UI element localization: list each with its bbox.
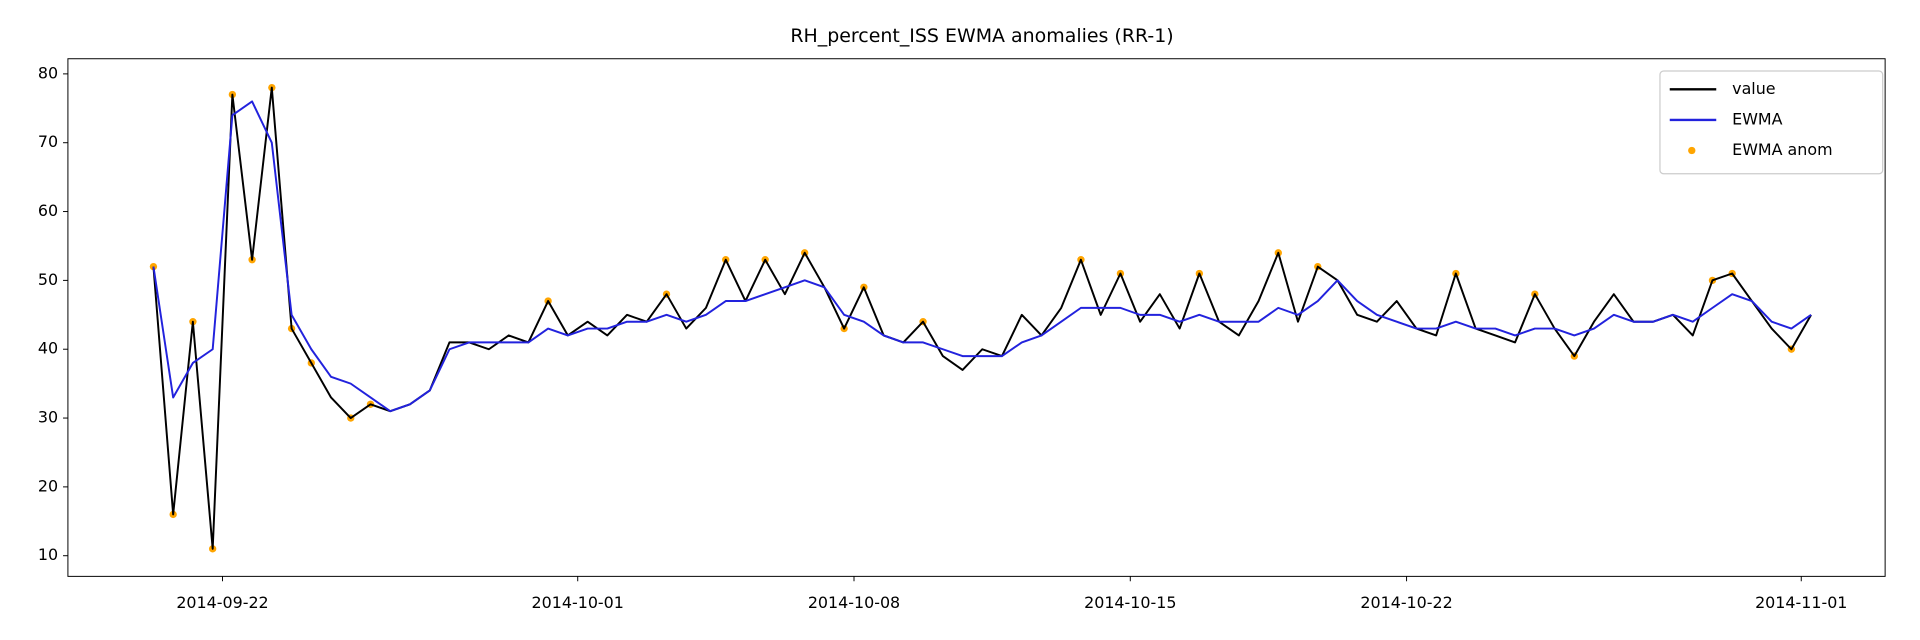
x-tick-label: 2014-10-22 [1360, 593, 1452, 612]
legend-label: value [1732, 79, 1775, 98]
legend-label: EWMA [1732, 109, 1782, 128]
y-tick-label: 60 [38, 201, 58, 220]
plot-frame [67, 58, 1886, 577]
x-tick-label: 2014-10-08 [808, 593, 900, 612]
y-tick-label: 50 [38, 270, 58, 289]
y-tick-label: 80 [38, 63, 58, 82]
y-tick-label: 20 [38, 476, 58, 495]
y-tick-label: 40 [38, 339, 58, 358]
x-tick-label: 2014-09-22 [176, 593, 268, 612]
legend: value EWMA EWMA anom [1659, 70, 1884, 175]
x-tick-label: 2014-11-01 [1755, 593, 1847, 612]
legend-box [1659, 70, 1884, 175]
x-tick-label: 2014-10-01 [532, 593, 624, 612]
chart-title: RH_percent_ISS EWMA anomalies (RR-1) [790, 25, 1173, 47]
y-tick-label: 30 [38, 408, 58, 427]
anomaly-point [149, 262, 158, 271]
legend-marker [1688, 146, 1696, 155]
x-tick-label: 2014-10-15 [1084, 593, 1176, 612]
legend-label: EWMA anom [1732, 140, 1832, 159]
y-tick-label: 70 [38, 132, 58, 151]
y-tick-label: 10 [38, 545, 58, 564]
series-line [152, 100, 1812, 413]
